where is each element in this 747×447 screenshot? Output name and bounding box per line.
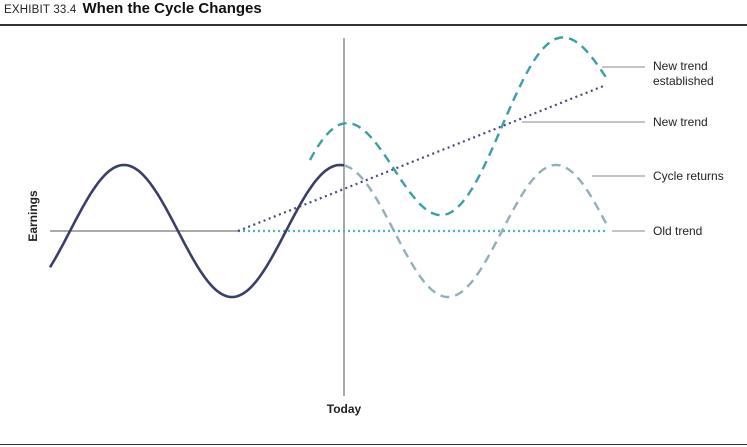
exhibit-number: EXHIBIT 33.4 [4,4,77,16]
label-old-trend: Old trend [653,224,702,238]
label-new-trend-established-1: New trend [653,59,708,73]
series-new-trend [237,83,607,233]
y-axis-title: Earnings [26,190,40,242]
series-new-trend-established [308,36,607,217]
label-new-trend: New trend [653,115,708,129]
top-rule [0,24,747,26]
x-axis-title: Today [327,402,362,416]
chart-title: When the Cycle Changes [82,0,262,17]
label-cycle-returns: Cycle returns [653,169,724,183]
bottom-rule [0,444,747,445]
series-cycle [48,163,345,299]
chart-header: EXHIBIT 33.4 When the Cycle Changes [4,0,262,22]
label-new-trend-established-2: established [653,74,714,88]
